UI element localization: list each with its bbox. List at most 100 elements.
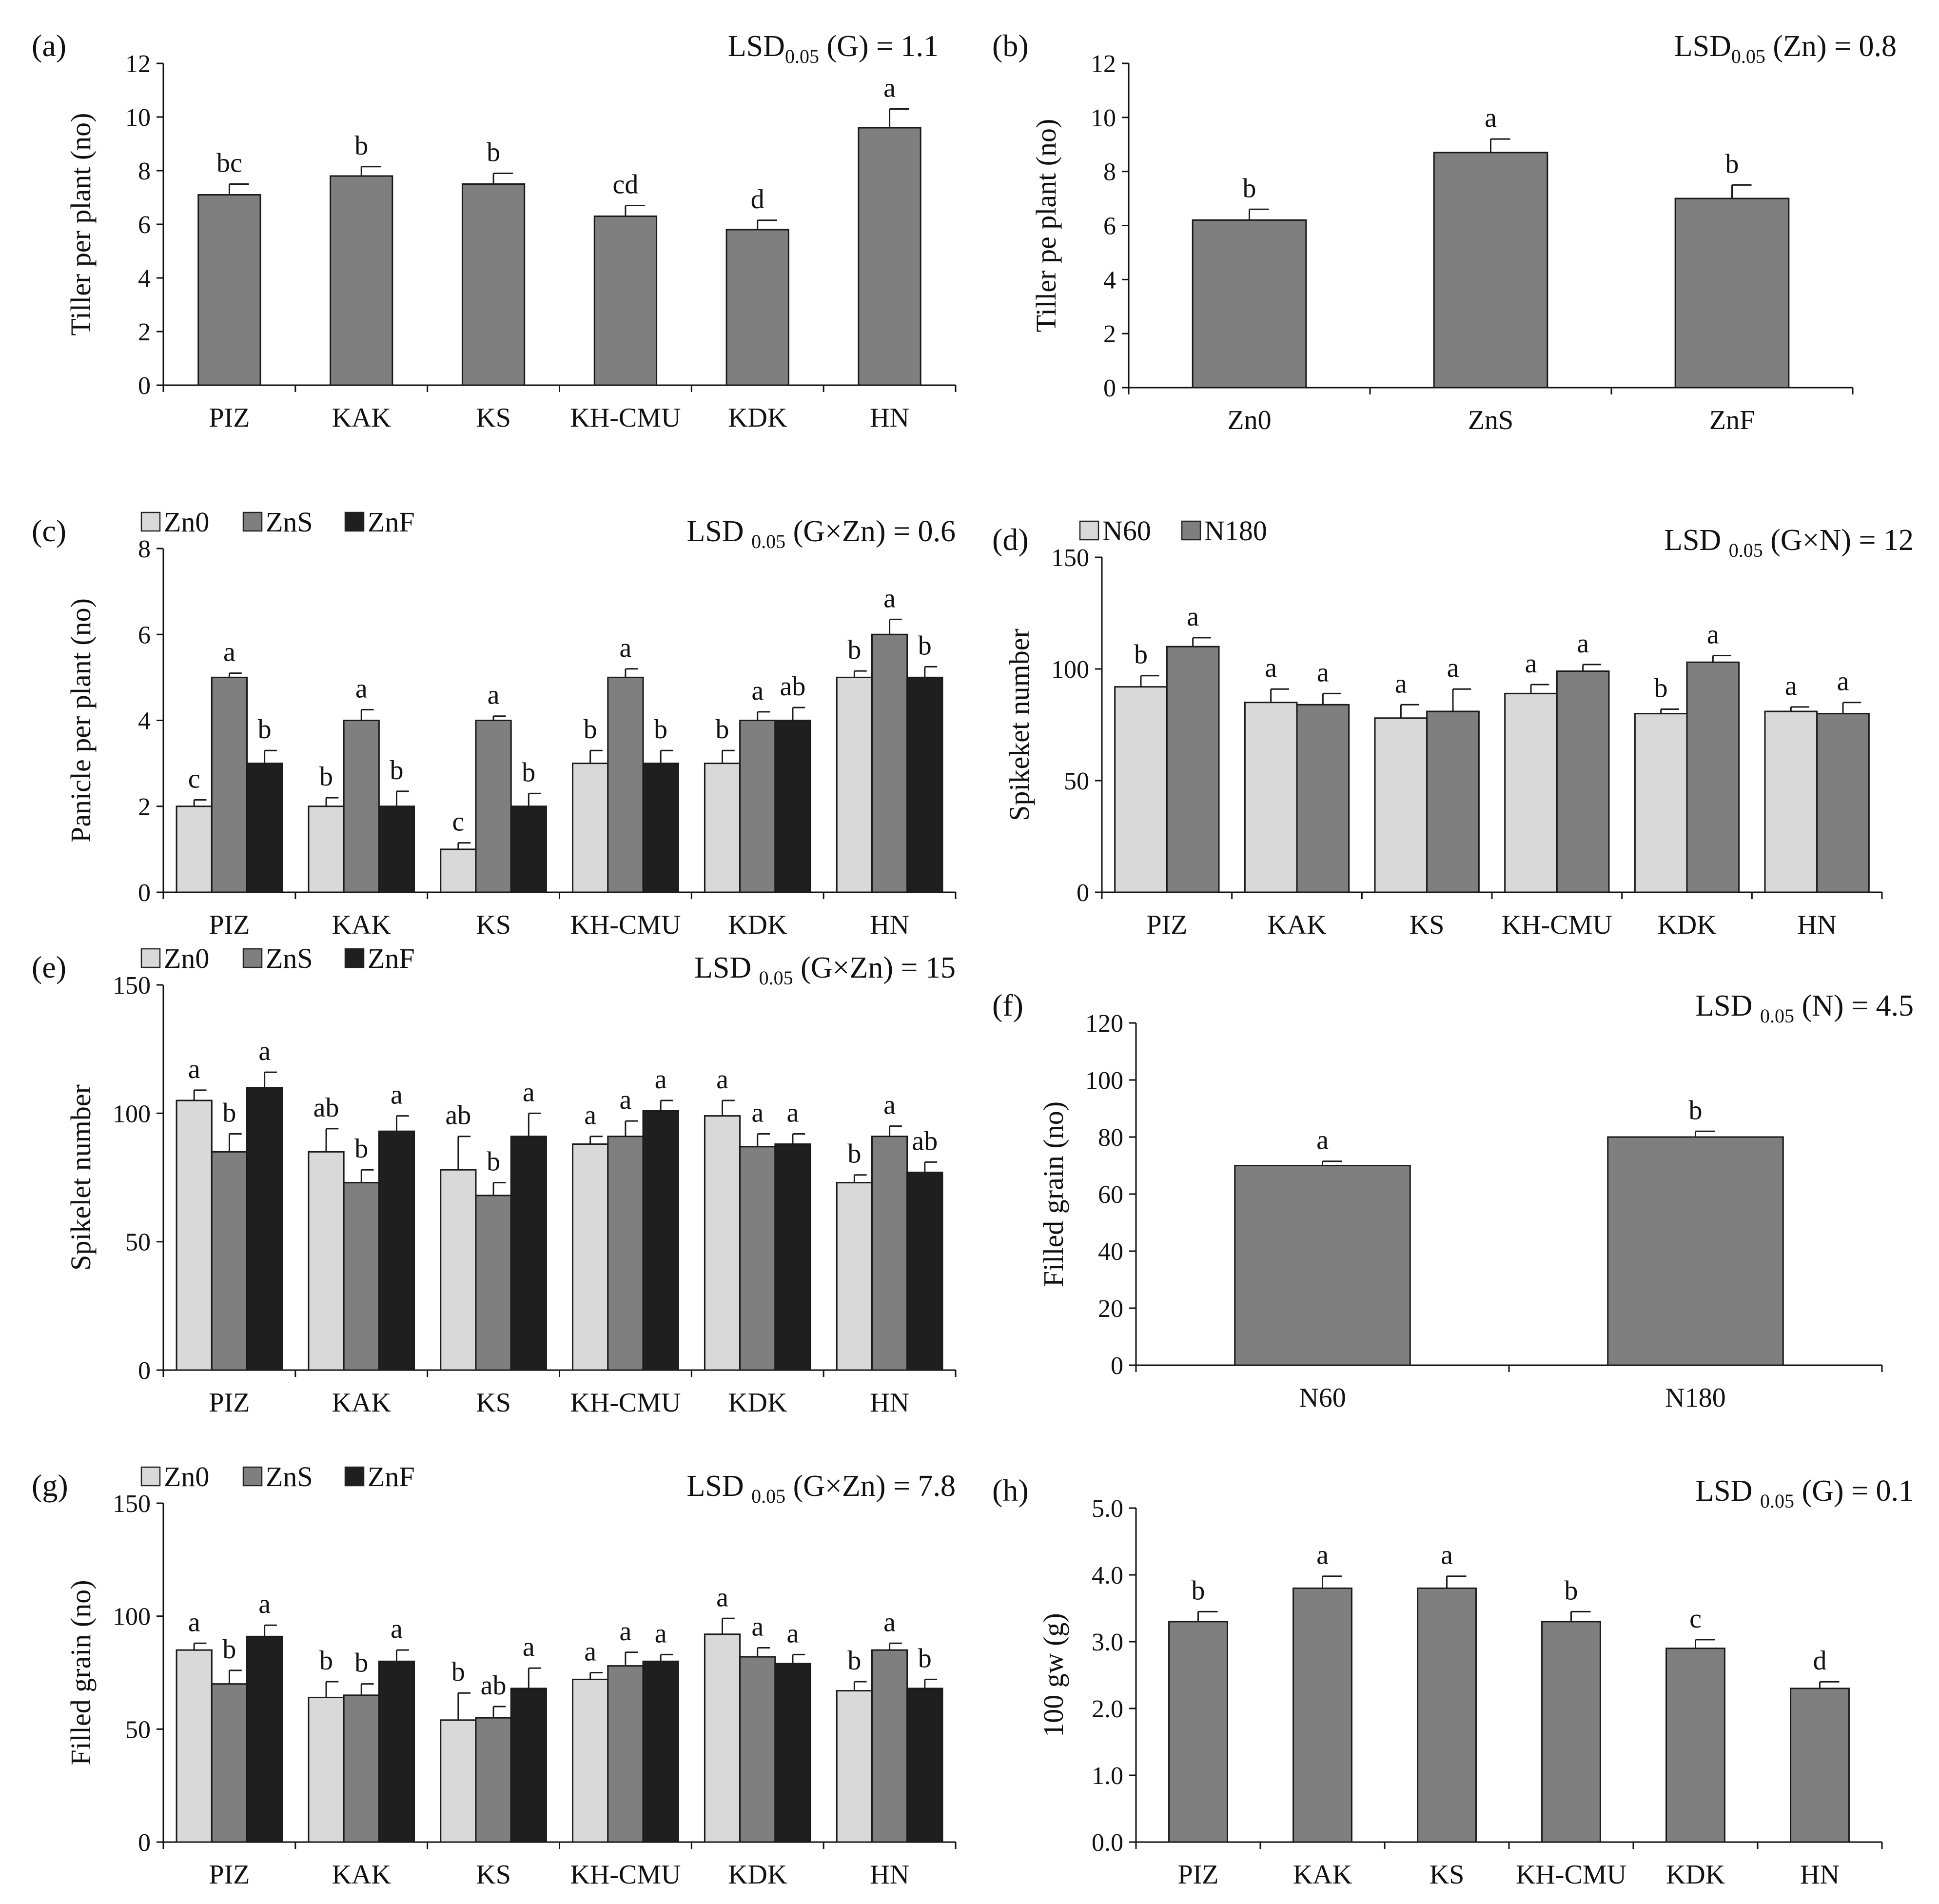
x-tick-label: N60 [1299,1383,1346,1413]
lsd-annotation: LSD 0.05 (G×Zn) = 0.6 [686,515,956,552]
x-tick-label: KAK [332,1860,391,1890]
legend-label: ZnF [368,942,415,974]
significance-letter: a [655,1618,667,1649]
bar [607,1665,644,1843]
bar [1293,1587,1352,1843]
legend-label: ZnS [266,506,313,538]
x-tick-label: KDK [728,1388,787,1418]
bar [739,720,776,893]
significance-letter: ab [313,1093,339,1123]
bar [1674,197,1790,389]
y-tick-label: 100 [1085,1067,1123,1095]
lsd-annotation: LSD0.05 (G) = 1.1 [728,30,939,67]
y-axis-title: Panicle per plant (no) [65,598,97,843]
legend-label: Zn0 [164,506,209,538]
bar [1166,646,1220,893]
significance-letter: bc [216,148,242,178]
y-tick-label: 100 [1051,656,1089,684]
panel-g: (g) LSD 0.05 (G×Zn) = 7.8 Zn0 ZnS ZnF 0 50 100 1… [32,1461,957,1890]
bar [593,216,658,386]
bar [1244,702,1298,893]
significance-letter: a [223,637,235,667]
x-tick-label: KDK [728,403,787,433]
y-axis-title: Filled grain (no) [65,1580,97,1765]
lsd-annotation: LSD 0.05 (G×Zn) = 7.8 [686,1470,956,1507]
significance-letter: a [619,1085,631,1115]
x-tick-label: HN [870,1388,909,1418]
significance-letter: b [584,714,597,745]
significance-letter: b [847,1139,861,1169]
x-tick-label: KH-CMU [1502,910,1612,940]
legend-label: Zn0 [164,942,209,974]
x-tick-label: PIZ [209,1860,250,1890]
significance-letter: a [523,1077,535,1107]
bar [197,194,261,386]
x-tick-label: KS [476,1860,511,1890]
x-tick-label: Zn0 [1227,405,1271,435]
bar [211,1683,248,1843]
significance-letter: b [654,714,667,745]
bar [475,720,512,893]
significance-letter: a [355,673,368,704]
bar [330,175,393,386]
bar [1634,713,1688,893]
lsd-annotation: LSD 0.05 (G) = 0.1 [1695,1474,1914,1512]
y-tick-label: 4 [1103,266,1116,294]
bar [858,127,921,386]
bar [774,1143,811,1371]
x-tick-label: PIZ [209,403,250,433]
bar [461,183,526,386]
panel-label: (h) [992,1473,1029,1508]
y-axis-title: Tiller per plant (no) [65,113,97,336]
y-tick-label: 2 [138,793,151,821]
y-tick-label: 120 [1085,1010,1123,1038]
legend-swatch [344,511,365,532]
y-tick-label: 8 [1103,158,1116,186]
y-tick-label: 0 [1111,1352,1123,1380]
bar [1296,704,1350,893]
bar [774,720,811,893]
bar [642,1660,679,1843]
x-tick-label: ZnS [1468,405,1513,435]
y-axis-title: Filled grain (no) [1038,1101,1069,1287]
bar [1426,710,1480,893]
significance-letter: d [751,184,764,215]
significance-letter: a [1525,648,1537,679]
significance-letter: a [584,1637,596,1667]
y-tick-label: 0 [138,1829,151,1857]
x-tick-label: KH-CMU [570,403,681,433]
significance-letter: b [390,755,403,785]
bar [1374,717,1428,893]
x-tick-label: PIZ [209,910,250,940]
bar [1234,1165,1411,1366]
legend-swatch [242,1466,263,1487]
significance-letter: a [883,73,896,103]
bar [572,763,609,893]
lsd-annotation: LSD0.05 (Zn) = 0.8 [1674,30,1897,67]
x-tick-label: KAK [332,403,391,433]
significance-letter: b [222,1634,236,1665]
legend-label: Zn0 [164,1461,209,1492]
bar [1114,686,1168,893]
y-tick-label: 20 [1098,1295,1123,1323]
panel-d: (d) LSD 0.05 (G×N) = 12 N60 N180 0 50 100 150 Sp… [992,515,1914,940]
legend-label: N60 [1102,515,1151,547]
bar [1764,710,1818,893]
significance-letter: c [188,764,200,794]
panel-label: (g) [32,1468,68,1503]
significance-letter: b [354,1648,368,1678]
significance-letter: b [918,630,932,661]
bar [440,1169,477,1371]
bar [510,1136,547,1371]
panel-h: (h) LSD 0.05 (G) = 0.1 0.0 1.0 2.0 3.0 4.0 5.0 1… [992,1473,1914,1890]
legend-swatch [344,948,365,968]
bar [836,676,873,893]
x-tick-label: KAK [332,1388,391,1418]
legend-label: ZnF [368,506,415,538]
significance-letter: a [1395,668,1407,699]
y-tick-label: 0 [1103,374,1116,402]
x-tick-label: KH-CMU [570,1388,681,1418]
bar [607,676,644,893]
significance-letter: b [258,714,272,745]
